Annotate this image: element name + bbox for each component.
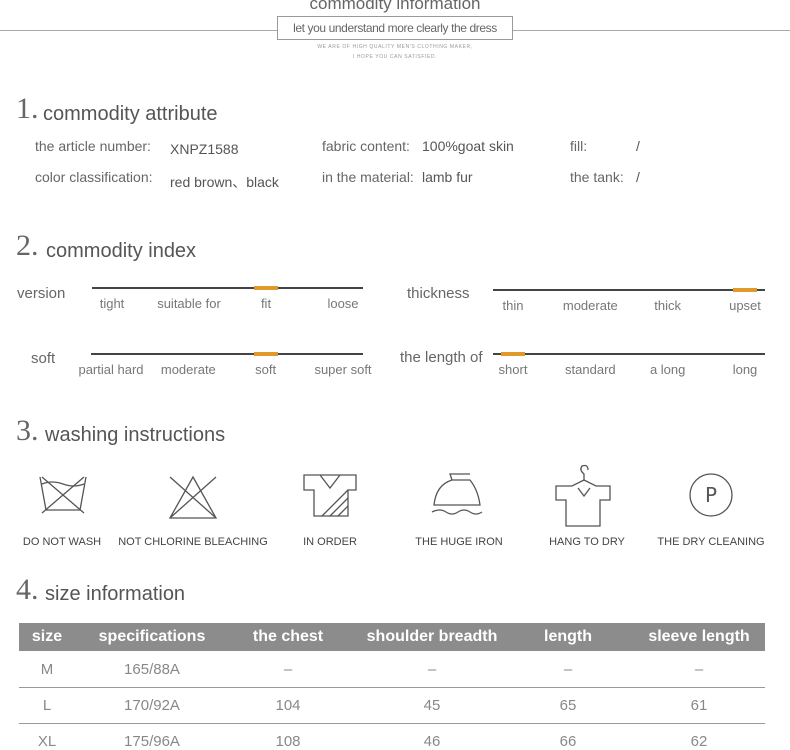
scale-option: loose [327,296,359,311]
table-row-rule [19,723,765,724]
scale-label: the length of [400,349,483,366]
table-header-cell: length [544,628,592,645]
icon-no-wash [39,476,87,514]
scale-option: partial hard [78,362,144,377]
scale-line [91,353,363,355]
attribute-value: / [636,169,640,185]
table-cell: 46 [423,733,441,750]
table-cell: 45 [423,697,441,714]
icon-no-bleach [168,475,218,519]
header-note: I HOPE YOU CAN SATISFIED. [352,54,438,60]
attribute-value: XNPZ1588 [170,141,239,157]
section-number: 2. [16,229,39,262]
table-header-bg [19,623,765,651]
wash-label: IN ORDER [303,536,357,548]
scale-option: long [732,362,758,377]
attribute-label: in the material: [322,169,414,185]
scale-marker [254,286,278,290]
scale-label: version [17,285,66,302]
icon-iron [431,473,483,515]
attribute-value: red brown、black [170,174,279,190]
section-title: washing instructions [45,424,226,446]
wash-label: NOT CHLORINE BLEACHING [118,536,268,548]
attribute-label: the tank: [570,169,624,185]
table-header-cell: shoulder breadth [366,628,498,645]
attribute-value: 100%goat skin [422,138,514,154]
attribute-value: lamb fur [422,169,473,185]
table-cell: 108 [275,733,301,750]
scale-line [493,353,765,355]
scale-line [92,287,363,289]
table-cell: 66 [559,733,577,750]
table-header-cell: size [31,628,63,645]
svg-text:P: P [705,483,717,507]
scale-line [493,289,765,291]
section-title: size information [45,583,186,605]
table-cell: 170/92A [124,697,180,714]
table-cell: – [563,661,573,678]
table-cell: 61 [690,697,708,714]
icon-hang [555,464,611,527]
table-cell: – [694,661,704,678]
icon-in-order [303,474,357,517]
scale-marker [501,352,525,356]
section-title: commodity attribute [43,103,218,125]
table-header-cell: sleeve length [648,628,750,645]
table-cell: 165/88A [124,661,180,678]
scale-option: standard [565,362,616,377]
section-number: 3. [16,414,39,447]
scale-option: moderate [562,298,618,313]
section-title: commodity index [46,240,197,262]
scale-marker [253,352,278,356]
table-cell: – [283,661,293,678]
header-note: WE ARE OF HIGH QUALITY MEN'S CLOTHING MA… [317,44,473,50]
scale-option: moderate [160,362,216,377]
scale-option: short [498,362,528,377]
attribute-label: fabric content: [322,138,410,154]
table-cell: 175/96A [124,733,180,750]
table-cell: XL [37,733,57,750]
scale-label: thickness [407,285,470,302]
wash-label: THE HUGE IRON [415,536,503,548]
scale-option: thin [502,298,524,313]
attribute-label: color classification: [35,169,153,185]
table-header-cell: the chest [252,628,324,645]
table-cell: – [427,661,437,678]
scale-option: fit [260,296,272,311]
table-cell: 65 [559,697,577,714]
scale-option: thick [654,298,682,313]
table-cell: 104 [275,697,301,714]
table-row-rule [19,687,765,688]
attribute-label: the article number: [35,138,151,154]
scale-option: a long [649,362,686,377]
header-subtitle: let you understand more clearly the dres… [277,16,513,40]
table-cell: 62 [690,733,708,750]
wash-label: HANG TO DRY [549,536,625,548]
table-header-cell: specifications [98,628,206,645]
scale-label: soft [31,350,56,367]
scale-marker [733,288,757,292]
scale-option: super soft [314,362,372,377]
scale-option: upset [729,298,761,313]
header-title: commodity information [309,0,481,13]
section-number: 4. [16,573,39,606]
wash-icons: P [39,464,733,527]
scale-option: soft [255,362,277,377]
attribute-value: / [636,138,640,154]
wash-label: DO NOT WASH [22,536,102,548]
scale-option: suitable for [157,296,221,311]
attribute-label: fill: [570,138,588,154]
table-cell: M [40,661,54,678]
icon-dry-clean: P [689,473,733,517]
section-number: 1. [16,92,39,125]
table-cell: L [42,697,52,714]
scale-option: tight [99,296,125,311]
wash-label: THE DRY CLEANING [657,536,765,548]
